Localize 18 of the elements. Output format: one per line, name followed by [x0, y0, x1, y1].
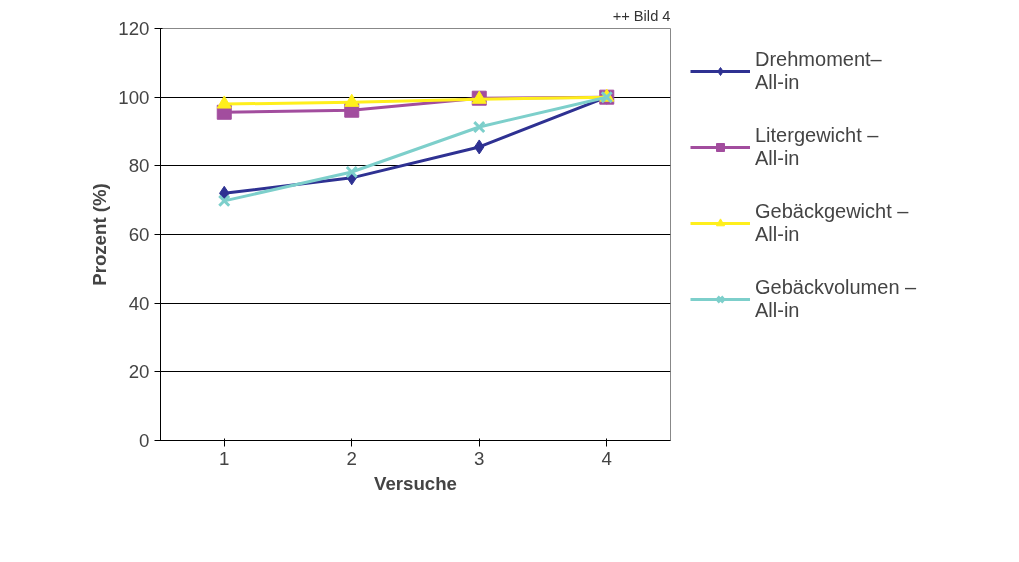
y-tick-label: 0	[139, 430, 150, 451]
legend-label: Litergewicht – All-in	[755, 124, 879, 170]
y-tick-label: 40	[128, 292, 150, 314]
y-tick-label: 100	[118, 86, 150, 108]
y-tick-label: 60	[128, 224, 150, 245]
legend-label: Gebäckgewicht – All-in	[755, 200, 909, 246]
x-tick-label: 3	[474, 447, 485, 469]
y-tick-label: 20	[128, 361, 150, 383]
x-tick-label: 1	[219, 447, 230, 469]
x-tick-label: 2	[346, 447, 357, 469]
y-tick-label: 120	[118, 18, 150, 39]
x-axis-title: Versuche	[374, 472, 457, 494]
text: ++ Bild 4	[612, 7, 671, 24]
legend-label: Drehmoment– All-in	[755, 48, 882, 94]
legend-label: Gebäckvolumen – All-in	[755, 276, 917, 322]
y-tick-label: 80	[128, 155, 150, 177]
y-axis-title: Prozent (%)	[89, 183, 111, 286]
x-tick-label: 4	[601, 447, 612, 469]
